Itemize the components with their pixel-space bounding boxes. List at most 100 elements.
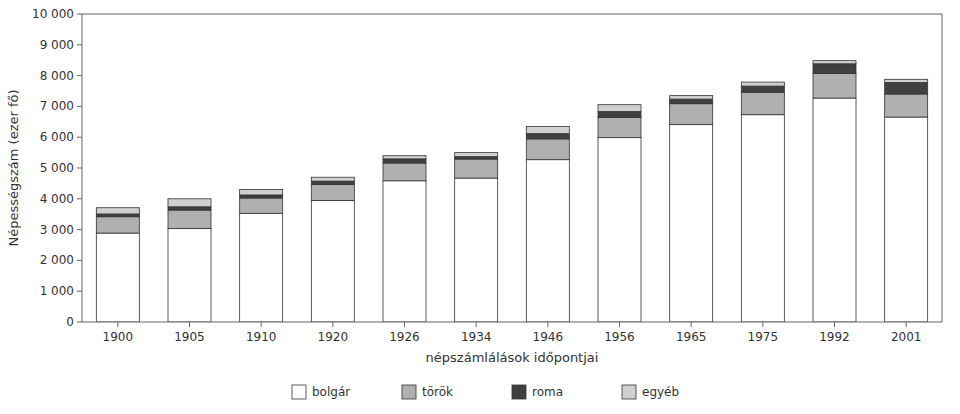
bar (670, 96, 713, 99)
y-tick-label: 0 (66, 315, 74, 329)
bar (526, 160, 569, 322)
bar (526, 134, 569, 139)
y-tick (77, 291, 82, 292)
plot-frame (82, 14, 942, 322)
legend-swatch (622, 385, 636, 399)
bar (311, 184, 354, 200)
bar (598, 117, 641, 137)
bar (168, 229, 211, 322)
y-tick (77, 322, 82, 323)
y-tick-label: 8 000 (40, 69, 74, 83)
bar (240, 195, 283, 198)
legend-label: török (422, 385, 453, 399)
y-tick (77, 168, 82, 169)
y-tick (77, 14, 82, 15)
x-tick (476, 322, 477, 327)
bar (526, 139, 569, 160)
bar (96, 214, 139, 217)
bar (240, 198, 283, 213)
bar (813, 64, 856, 74)
bar (598, 105, 641, 112)
y-tick-label: 9 000 (40, 38, 74, 52)
x-tick-label: 1975 (748, 330, 779, 344)
x-tick-label: 1905 (174, 330, 205, 344)
y-axis-label: Népességszám (ezer fő) (6, 89, 21, 246)
y-tick (77, 229, 82, 230)
bar (741, 86, 784, 92)
x-tick (619, 322, 620, 327)
x-tick-label: 1934 (461, 330, 492, 344)
legend-swatch (402, 385, 416, 399)
x-tick-label: 2001 (891, 330, 922, 344)
y-tick-label: 5 000 (40, 161, 74, 175)
y-tick-label: 7 000 (40, 99, 74, 113)
bar (526, 126, 569, 133)
x-tick (404, 322, 405, 327)
bar (455, 159, 498, 178)
bar (741, 115, 784, 322)
x-tick-label: 1956 (604, 330, 635, 344)
x-tick (762, 322, 763, 327)
x-tick (332, 322, 333, 327)
bar (885, 94, 928, 117)
bar (598, 111, 641, 117)
bar (311, 200, 354, 322)
x-tick (189, 322, 190, 327)
bar (96, 217, 139, 233)
y-tick (77, 198, 82, 199)
y-tick-label: 3 000 (40, 223, 74, 237)
bar (240, 213, 283, 322)
bar (455, 153, 498, 157)
bar (598, 138, 641, 322)
bar (96, 233, 139, 322)
bar (383, 156, 426, 159)
x-tick-label: 1946 (533, 330, 564, 344)
legend-label: egyéb (642, 385, 679, 399)
y-tick-label: 2 000 (40, 253, 74, 267)
x-tick (117, 322, 118, 327)
bar (455, 178, 498, 322)
bar (311, 181, 354, 184)
y-tick (77, 137, 82, 138)
x-tick-label: 1926 (389, 330, 420, 344)
bar (240, 190, 283, 195)
bar (741, 92, 784, 114)
bar (885, 79, 928, 82)
bar (383, 181, 426, 322)
x-axis: 1900190519101920192619341946195619651975… (103, 322, 922, 344)
legend: bolgár török roma egyéb (292, 385, 679, 399)
bar (670, 99, 713, 104)
bar (311, 177, 354, 181)
x-tick (261, 322, 262, 327)
bar (168, 210, 211, 229)
x-axis-label: népszámlálások időpontjai (426, 350, 599, 365)
legend-label: bolgár (312, 385, 350, 399)
x-tick (834, 322, 835, 327)
bar (741, 82, 784, 86)
bar (885, 117, 928, 322)
y-tick-label: 1 000 (40, 284, 74, 298)
y-tick (77, 106, 82, 107)
y-tick-label: 10 000 (32, 7, 74, 21)
bar (670, 125, 713, 322)
bar (168, 207, 211, 210)
legend-label: roma (532, 385, 563, 399)
y-tick-label: 6 000 (40, 130, 74, 144)
x-tick (691, 322, 692, 327)
x-tick-label: 1920 (318, 330, 349, 344)
x-tick-label: 1900 (103, 330, 134, 344)
y-tick (77, 260, 82, 261)
bar (885, 83, 928, 94)
x-tick (906, 322, 907, 327)
bars (96, 61, 927, 322)
bar (813, 73, 856, 98)
x-tick-label: 1965 (676, 330, 707, 344)
bar (813, 98, 856, 322)
legend-swatch (512, 385, 526, 399)
y-tick (77, 44, 82, 45)
bar (670, 104, 713, 125)
x-tick (547, 322, 548, 327)
bar (168, 199, 211, 207)
y-tick-label: 4 000 (40, 192, 74, 206)
y-axis: 0 1 000 2 000 3 000 4 000 5 000 6 000 7 000 8 00… (32, 7, 82, 329)
